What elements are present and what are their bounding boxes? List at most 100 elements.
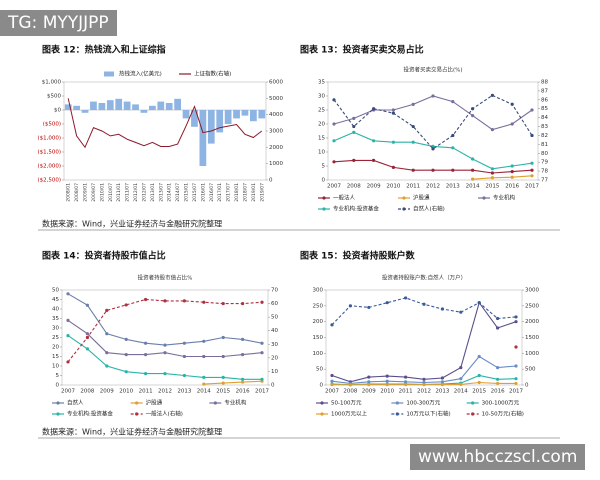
x-tick-label: 2012/01: [133, 183, 139, 202]
x-tick-label: 2013: [446, 184, 460, 190]
bar: [81, 110, 89, 113]
point: [124, 353, 128, 357]
point: [241, 380, 245, 384]
legend-label: 10万元以下(右轴): [406, 410, 450, 418]
point: [352, 130, 356, 134]
series-line: [472, 175, 533, 180]
point: [202, 300, 206, 304]
point: [440, 307, 444, 311]
point: [477, 373, 481, 378]
point: [85, 303, 89, 307]
point: [510, 170, 514, 174]
bar: [165, 103, 173, 110]
point: [451, 146, 455, 150]
point: [530, 174, 534, 178]
x-tick-label: 2017: [255, 389, 269, 395]
point: [124, 303, 128, 307]
point: [221, 375, 225, 379]
legend-marker: [135, 412, 139, 416]
point: [451, 168, 455, 172]
point: [391, 108, 395, 112]
series-line: [333, 95, 533, 131]
y-tick-label: 30: [318, 94, 325, 100]
x-tick-label: 2007: [61, 389, 75, 395]
point: [404, 383, 408, 387]
watermark: TG: MYYJJPP: [0, 10, 117, 36]
x-tick-label: 2010/07: [108, 183, 114, 202]
bar: [191, 110, 198, 127]
bar: [199, 110, 207, 166]
legend-marker: [395, 401, 399, 405]
point: [105, 308, 109, 312]
point: [404, 296, 408, 300]
point: [459, 382, 463, 386]
legend-label: 50-100万元: [331, 400, 362, 407]
point: [510, 122, 514, 126]
point: [332, 160, 336, 164]
y2-tick-label: 83: [541, 124, 548, 130]
y2-tick-label: 78: [541, 169, 548, 175]
x-tick-label: 2012: [158, 389, 172, 395]
y-tick-label: 20: [52, 345, 59, 351]
y-tick-label: 5: [322, 164, 326, 170]
y2-tick-label: 77: [541, 178, 548, 184]
y-tick-label: ($1,000): [37, 136, 61, 142]
point: [391, 165, 395, 169]
source: 数据来源：Wind，兴业证券经济与金融研究院整理: [42, 219, 222, 229]
y2-tick-label: 2000: [269, 145, 283, 151]
x-tick-label: 2015: [485, 184, 499, 190]
x-tick-label: 2014: [454, 389, 468, 395]
source: 数据来源：Wind，兴业证券经济与金融研究院整理: [42, 427, 222, 437]
x-tick-label: 2008: [343, 389, 357, 395]
y-tick-label: 35: [318, 80, 325, 86]
point: [144, 353, 148, 357]
legend-marker: [56, 401, 60, 405]
bar: [157, 101, 165, 110]
x-tick-label: 2011: [139, 389, 153, 395]
x-tick-label: 2017/01: [217, 183, 223, 202]
y-tick-label: ($1,500): [37, 150, 61, 156]
chart-title: 图表 15：投资者持股账户数: [300, 250, 416, 262]
point: [391, 140, 395, 144]
x-tick-label: 2008: [347, 184, 361, 190]
bar: [182, 110, 190, 119]
point: [451, 100, 455, 104]
y-tick-label: 20: [318, 122, 325, 128]
x-tick-label: 2014/07: [175, 183, 181, 202]
y2-tick-label: 30: [271, 342, 278, 348]
x-tick-label: 2010: [119, 389, 133, 395]
point: [431, 94, 435, 98]
point: [411, 102, 415, 106]
legend-marker: [322, 196, 326, 200]
y2-tick-label: 81: [541, 142, 548, 148]
point: [404, 375, 408, 379]
point: [367, 375, 371, 379]
y-tick-label: ($2,500): [37, 178, 61, 184]
series-line: [331, 301, 517, 383]
point: [385, 301, 389, 305]
x-tick-label: 2015/07: [192, 183, 198, 202]
point: [422, 383, 426, 387]
point: [202, 354, 206, 359]
point: [202, 382, 206, 386]
x-tick-label: 2011/07: [125, 183, 131, 202]
point: [144, 372, 148, 376]
point: [144, 341, 148, 345]
legend-marker: [402, 207, 406, 211]
bar: [132, 104, 139, 110]
bar: [106, 100, 114, 110]
x-tick-label: 2013: [177, 389, 191, 395]
x-tick-label: 2014/01: [167, 183, 173, 202]
point: [66, 318, 70, 322]
point: [241, 353, 245, 357]
y2-tick-label: 6000: [269, 80, 283, 86]
point: [471, 177, 475, 181]
point: [514, 364, 518, 368]
x-tick-label: 2010/01: [99, 183, 105, 202]
y2-tick-label: 1000: [269, 161, 283, 167]
point: [404, 380, 408, 384]
bar: [115, 98, 123, 110]
point: [352, 158, 356, 162]
x-tick-label: 2017: [525, 184, 539, 190]
